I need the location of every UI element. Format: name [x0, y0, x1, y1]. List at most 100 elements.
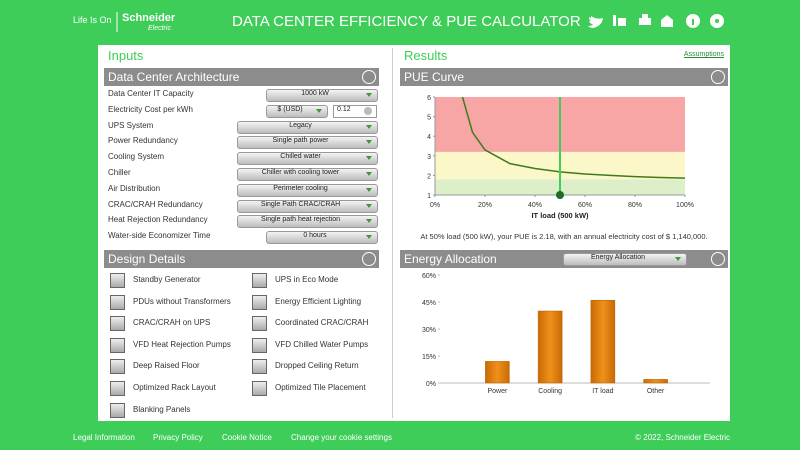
- checkbox[interactable]: [252, 359, 267, 375]
- dropdown-arrow: [366, 203, 372, 208]
- dropdown[interactable]: [237, 215, 378, 229]
- dropdown-value: Perimeter cooling: [273, 184, 328, 192]
- dropdown[interactable]: [237, 136, 378, 150]
- checkbox[interactable]: [252, 273, 267, 288]
- checkbox[interactable]: [110, 381, 125, 396]
- dropdown[interactable]: [237, 152, 378, 166]
- checkbox[interactable]: [252, 337, 267, 353]
- y-tick-label: 5: [427, 115, 431, 122]
- section-title: Design Details: [108, 252, 186, 266]
- x-tick-label: 40%: [528, 202, 542, 209]
- y-tick-label: 45%: [422, 300, 436, 307]
- y-tick-label: 15%: [422, 354, 436, 361]
- field-label: CRAC/CRAH Redundancy: [108, 199, 203, 209]
- checkbox[interactable]: [110, 337, 125, 353]
- x-tick-label: 80%: [628, 202, 642, 209]
- section-header: [104, 68, 379, 86]
- x-tick-label: 20%: [478, 202, 492, 209]
- checkbox-label: Blanking Panels: [133, 404, 191, 414]
- dropdown[interactable]: [237, 120, 378, 134]
- twitter-icon[interactable]: [588, 16, 603, 28]
- field-label: Heat Rejection Redundancy: [108, 215, 208, 225]
- x-tick-label: Power: [487, 388, 508, 395]
- clear-button[interactable]: [364, 106, 372, 115]
- checkbox[interactable]: [110, 402, 125, 418]
- section-title: PUE Curve: [404, 70, 465, 84]
- footer-link[interactable]: Cookie Notice: [222, 433, 272, 442]
- copyright: © 2022, Schneider Electric: [635, 433, 730, 442]
- dropdown-value: Chiller with cooling tower: [261, 169, 340, 176]
- footer-link[interactable]: Change your cookie settings: [291, 433, 392, 442]
- dropdown-value: Single path power: [272, 137, 329, 145]
- print-icon-top: [642, 14, 648, 18]
- number-input-value: 0.12: [337, 105, 351, 113]
- dropdown-arrow: [366, 187, 372, 192]
- dropdown[interactable]: [237, 168, 378, 181]
- checkbox[interactable]: [252, 381, 267, 396]
- y-tick-label: 1: [427, 193, 431, 200]
- dropdown-arrow: [366, 219, 372, 224]
- footer-link[interactable]: Privacy Policy: [153, 433, 203, 442]
- print-icon[interactable]: [639, 18, 651, 25]
- help-button[interactable]: [711, 70, 725, 84]
- help-button[interactable]: [711, 252, 725, 266]
- dropdown[interactable]: [563, 253, 687, 266]
- x-axis-label: IT load (500 kW): [531, 211, 589, 220]
- checkbox[interactable]: [110, 359, 125, 375]
- linkedin-icon-part: [618, 18, 626, 26]
- checkbox-label: Deep Raised Floor: [133, 361, 200, 371]
- dropdown-arrow: [316, 108, 322, 113]
- dropdown-value: 0 hours: [303, 232, 327, 240]
- field-label: Data Center IT Capacity: [108, 89, 194, 98]
- x-tick-label: Cooling: [538, 388, 562, 395]
- y-tick-label: 4: [427, 134, 431, 141]
- field-label: UPS System: [108, 120, 154, 130]
- section-header: [104, 250, 379, 268]
- linkedin-icon[interactable]: [613, 15, 616, 26]
- dropdown[interactable]: [237, 199, 378, 213]
- checkbox[interactable]: [252, 316, 267, 332]
- dropdown-arrow: [366, 140, 372, 145]
- inputs-heading: Inputs: [108, 48, 144, 63]
- dropdown[interactable]: [266, 89, 378, 102]
- checkbox-label: VFD Heat Rejection Pumps: [133, 339, 231, 349]
- dropdown-value: 1000 kW: [301, 90, 329, 97]
- y-tick-label: 0%: [426, 381, 436, 388]
- field-label: Power Redundancy: [108, 136, 178, 146]
- footer-link[interactable]: Legal Information: [73, 433, 135, 442]
- load-marker[interactable]: [556, 191, 564, 199]
- checkbox[interactable]: [252, 294, 267, 310]
- x-tick-label: 0%: [430, 202, 440, 209]
- assumptions-link[interactable]: Assumptions: [683, 51, 724, 58]
- dropdown[interactable]: [266, 104, 328, 118]
- dropdown-arrow: [366, 93, 372, 97]
- field-label: Air Distribution: [108, 183, 161, 193]
- field-label: Cooling System: [108, 152, 165, 162]
- x-tick-label: 100%: [676, 202, 694, 209]
- field-label: Chiller: [108, 168, 131, 177]
- dropdown-value: Single path heat rejection: [261, 216, 340, 224]
- help-icon-mark: [715, 19, 719, 23]
- help-button[interactable]: [362, 70, 376, 84]
- y-tick-label: 3: [427, 154, 431, 161]
- checkbox-label: UPS in Eco Mode: [275, 275, 339, 284]
- dropdown-value: $ (USD): [277, 105, 303, 113]
- help-button[interactable]: [362, 252, 376, 266]
- checkbox[interactable]: [110, 273, 125, 288]
- app-title: DATA CENTER EFFICIENCY & PUE CALCULATOR: [232, 13, 581, 30]
- checkbox[interactable]: [110, 316, 125, 332]
- dropdown[interactable]: [237, 183, 378, 197]
- brand-sub: Electric: [148, 25, 171, 32]
- checkbox-label: Dropped Ceiling Return: [275, 361, 359, 371]
- email-icon[interactable]: [661, 15, 673, 27]
- x-tick-label: Other: [647, 388, 665, 395]
- checkbox-label: VFD Chilled Water Pumps: [275, 339, 369, 349]
- checkbox[interactable]: [110, 294, 125, 310]
- brand: Schneider: [122, 12, 176, 24]
- field-label: Water-side Economizer Time: [108, 231, 211, 241]
- section-title: Data Center Architecture: [108, 70, 240, 84]
- y-tick-label: 60%: [422, 273, 436, 280]
- dropdown[interactable]: [266, 231, 378, 245]
